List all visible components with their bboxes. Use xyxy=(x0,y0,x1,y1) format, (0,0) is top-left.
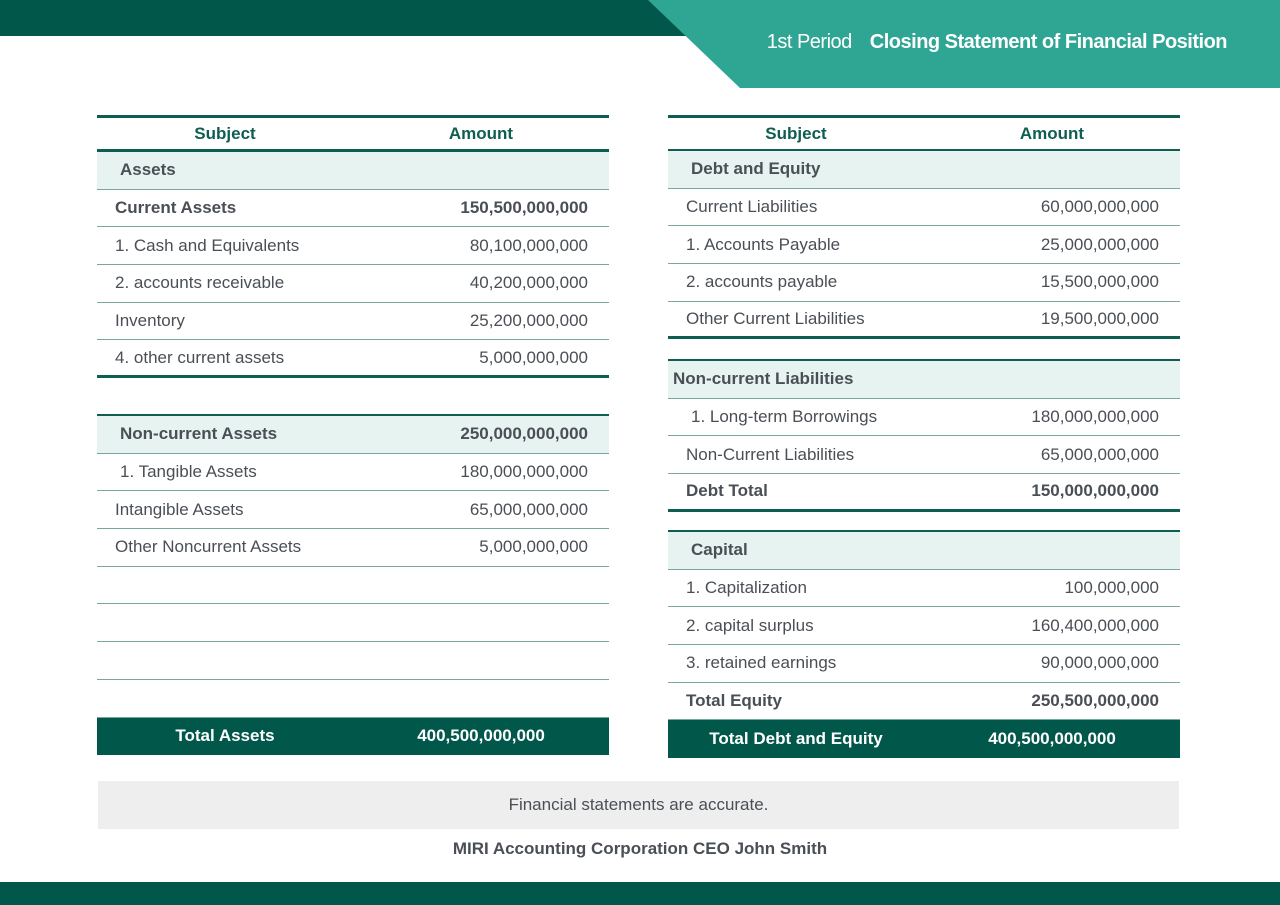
amount-cell: 25,200,000,000 xyxy=(469,311,588,331)
subject-cell: 2. accounts receivable xyxy=(115,273,285,293)
table-row: Total Equity 250,500,000,000 xyxy=(668,683,1180,721)
amount-cell: 80,100,000,000 xyxy=(469,235,588,255)
amount-cell: 150,000,000,000 xyxy=(1031,481,1159,501)
table-row: Other Noncurrent Assets 5,000,000,000 xyxy=(97,529,609,567)
table-row xyxy=(97,604,609,643)
amount-cell: 5,000,000,000 xyxy=(479,537,588,557)
table-row: 1. Long-term Borrowings 180,000,000,000 xyxy=(668,399,1180,437)
subject-cell: 1. Accounts Payable xyxy=(686,234,841,254)
subject-cell: Capital xyxy=(691,540,748,560)
amount-cell: 19,500,000,000 xyxy=(1040,309,1159,329)
amount-cell: 65,000,000,000 xyxy=(469,499,588,519)
bottom-bar xyxy=(0,882,1280,905)
amount-cell: 250,000,000,000 xyxy=(460,424,588,444)
subject-cell: Debt Total xyxy=(686,481,768,501)
subject-cell: 2. capital surplus xyxy=(686,615,814,635)
subject-cell: Other Noncurrent Assets xyxy=(115,537,302,557)
subject-cell: 3. retained earnings xyxy=(686,653,837,673)
subject-cell: 1. Tangible Assets xyxy=(120,462,257,482)
table-row: 1. Accounts Payable 25,000,000,000 xyxy=(668,226,1180,265)
subject-cell: 4. other current assets xyxy=(115,347,285,367)
page-title: 1st Period Closing Statement of Financial… xyxy=(766,31,1228,54)
section-header-row: Non-current Assets 250,000,000,000 xyxy=(97,416,609,454)
subject-header: Subject xyxy=(765,123,827,143)
noncurrent-assets-section: Non-current Assets 250,000,000,000 1. Tang… xyxy=(97,414,609,756)
table-row: 1. Cash and Equivalents 80,100,000,000 xyxy=(97,227,609,266)
period-label: 1st Period xyxy=(766,31,853,53)
amount-cell: 25,000,000,000 xyxy=(1040,234,1159,254)
amount-cell: 60,000,000,000 xyxy=(1040,197,1159,217)
table-row: 1. Capitalization 100,000,000 xyxy=(668,570,1180,608)
table-row: Non-Current Liabilities 65,000,000,000 xyxy=(668,436,1180,475)
subject-cell: 1. Capitalization xyxy=(686,578,807,598)
current-assets-section: Assets Current Assets 150,500,000,000 1. Ca… xyxy=(97,152,609,379)
subject-cell: Intangible Assets xyxy=(115,499,244,519)
subject-cell: Current Liabilities xyxy=(686,197,818,217)
current-liabilities-section: Debt and Equity Current Liabilities 60,000… xyxy=(668,151,1180,340)
amount-cell: 100,000,000 xyxy=(1064,578,1159,598)
amount-cell: 40,200,000,000 xyxy=(469,273,588,293)
amount-cell: 90,000,000,000 xyxy=(1040,653,1159,673)
amount-cell: 15,500,000,000 xyxy=(1040,272,1159,292)
table-row xyxy=(97,567,609,605)
amount-cell: 150,500,000,000 xyxy=(460,198,588,218)
total-row: Total Debt and Equity 400,500,000,000 xyxy=(668,720,1180,759)
table-row: 2. accounts payable 15,500,000,000 xyxy=(668,264,1180,302)
table-row: 1. Tangible Assets 180,000,000,000 xyxy=(97,454,609,492)
table-row: Intangible Assets 65,000,000,000 xyxy=(97,491,609,530)
statement-title: Closing Statement of Financial Position xyxy=(869,31,1228,53)
amount-cell: 65,000,000,000 xyxy=(1040,444,1159,464)
noncurrent-liabilities-section: Non-current Liabilities 1. Long-term Borr… xyxy=(668,359,1180,512)
subject-cell: Inventory xyxy=(115,311,185,331)
table-row xyxy=(97,642,609,680)
subject-cell: Non-current Assets xyxy=(120,424,278,444)
amount-cell: 250,500,000,000 xyxy=(1031,691,1159,711)
section-header-row: Debt and Equity xyxy=(668,151,1180,189)
subject-header: Subject xyxy=(194,123,256,143)
amount-cell: 160,400,000,000 xyxy=(1031,615,1159,635)
subject-cell: 2. accounts payable xyxy=(686,272,838,292)
assets-table-header: Subject Amount xyxy=(97,115,609,152)
subject-cell: Other Current Liabilities xyxy=(686,309,865,329)
subject-cell: Total Equity xyxy=(686,691,783,711)
table-row xyxy=(97,680,609,718)
subject-cell: Total Assets xyxy=(175,726,275,746)
section-header-row: Capital xyxy=(668,532,1180,570)
amount-cell: 180,000,000,000 xyxy=(1031,407,1159,427)
signature: MIRI Accounting Corporation CEO John Smi… xyxy=(452,839,828,858)
liabilities-table-header: Subject Amount xyxy=(668,115,1180,152)
amount-cell: 400,500,000,000 xyxy=(988,729,1116,749)
table-row: Inventory 25,200,000,000 xyxy=(97,303,609,341)
section-header-row: Non-current Liabilities xyxy=(668,361,1180,399)
title-banner xyxy=(648,0,1280,88)
table-row: 2. capital surplus 160,400,000,000 xyxy=(668,607,1180,646)
amount-cell: 5,000,000,000 xyxy=(479,347,588,367)
amount-cell: 400,500,000,000 xyxy=(417,726,545,746)
total-row: Total Assets 400,500,000,000 xyxy=(97,717,609,756)
subject-cell: Non-current Liabilities xyxy=(673,369,854,389)
subject-cell: 1. Long-term Borrowings xyxy=(691,407,878,427)
subject-cell: Debt and Equity xyxy=(691,159,821,179)
table-row: 2. accounts receivable 40,200,000,000 xyxy=(97,265,609,303)
table-row: Current Assets 150,500,000,000 xyxy=(97,190,609,228)
capital-section: Capital 1. Capitalization 100,000,000 2. ca… xyxy=(668,530,1180,759)
amount-header: Amount xyxy=(1019,123,1085,143)
subject-cell: 1. Cash and Equivalents xyxy=(115,235,300,255)
subject-cell: Assets xyxy=(120,160,176,180)
accuracy-note: Financial statements are accurate. xyxy=(98,781,1179,829)
amount-cell: 180,000,000,000 xyxy=(460,462,588,482)
table-row: Debt Total 150,000,000,000 xyxy=(668,474,1180,512)
table-row: Other Current Liabilities 19,500,000,000 xyxy=(668,302,1180,340)
table-row: 4. other current assets 5,000,000,000 xyxy=(97,340,609,379)
table-row: 3. retained earnings 90,000,000,000 xyxy=(668,645,1180,683)
amount-header: Amount xyxy=(448,123,514,143)
subject-cell: Total Debt and Equity xyxy=(709,729,883,749)
table-row: Current Liabilities 60,000,000,000 xyxy=(668,189,1180,227)
subject-cell: Current Assets xyxy=(115,198,237,218)
subject-cell: Non-Current Liabilities xyxy=(686,444,855,464)
section-header-row: Assets xyxy=(97,152,609,190)
